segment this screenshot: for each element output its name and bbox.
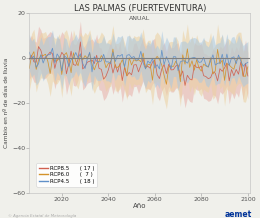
Y-axis label: Cambio en nº de días de lluvia: Cambio en nº de días de lluvia	[4, 58, 9, 148]
Legend: RCP8.5      ( 17 ), RCP6.0      (  7 ), RCP4.5      ( 18 ): RCP8.5 ( 17 ), RCP6.0 ( 7 ), RCP4.5 ( 18…	[36, 163, 97, 187]
Text: aemet: aemet	[225, 210, 252, 218]
Text: ANUAL: ANUAL	[129, 16, 150, 21]
Title: LAS PALMAS (FUERTEVENTURA): LAS PALMAS (FUERTEVENTURA)	[74, 4, 206, 13]
Text: © Agencia Estatal de Meteorología: © Agencia Estatal de Meteorología	[8, 214, 76, 218]
X-axis label: Año: Año	[133, 203, 146, 209]
